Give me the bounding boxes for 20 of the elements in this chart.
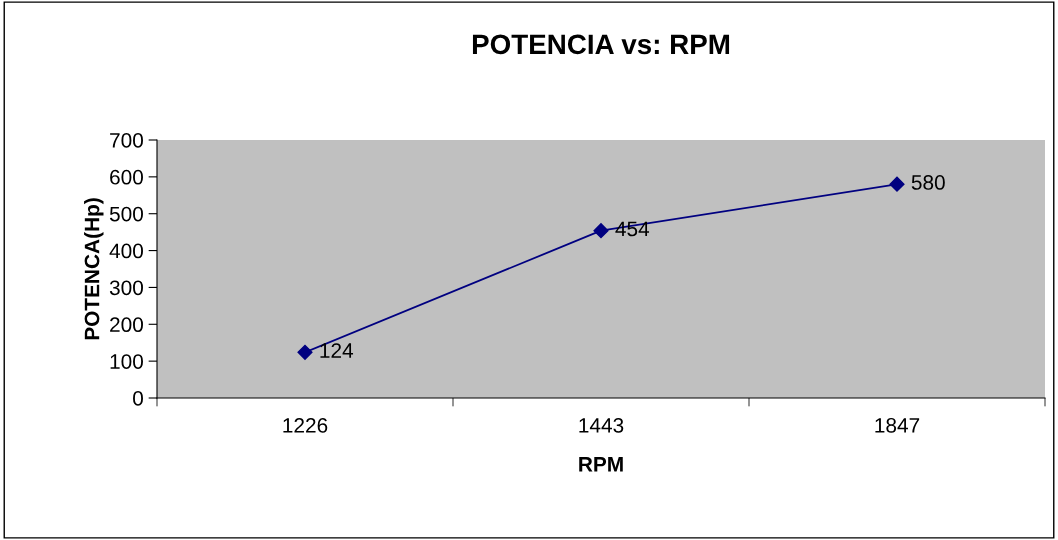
y-tick-label: 600: [110, 169, 143, 185]
y-axis-title: POTENCA(Hp): [84, 198, 104, 340]
y-tick-label: 700: [110, 133, 143, 148]
x-tick-label: 1443: [579, 417, 624, 433]
y-tick-label: 0: [133, 391, 143, 406]
y-tick-label: 400: [109, 243, 143, 259]
data-label: 454: [615, 221, 650, 237]
y-tick-label: 100: [110, 354, 143, 369]
point: [297, 344, 313, 360]
y-tick-label: 300: [109, 280, 143, 296]
point: [889, 176, 905, 192]
x-tick-label: 1226: [283, 417, 328, 433]
chart-title: POTENCIA vs: RPM: [472, 34, 730, 55]
data-label: 580: [911, 175, 945, 190]
x-tick-label: 1847: [875, 417, 920, 433]
y-tick-label: 200: [110, 317, 143, 333]
data-label: 124: [320, 343, 354, 358]
x-axis-title: RPM: [579, 457, 623, 472]
y-tick-label: 500: [109, 206, 143, 222]
point: [593, 223, 609, 239]
